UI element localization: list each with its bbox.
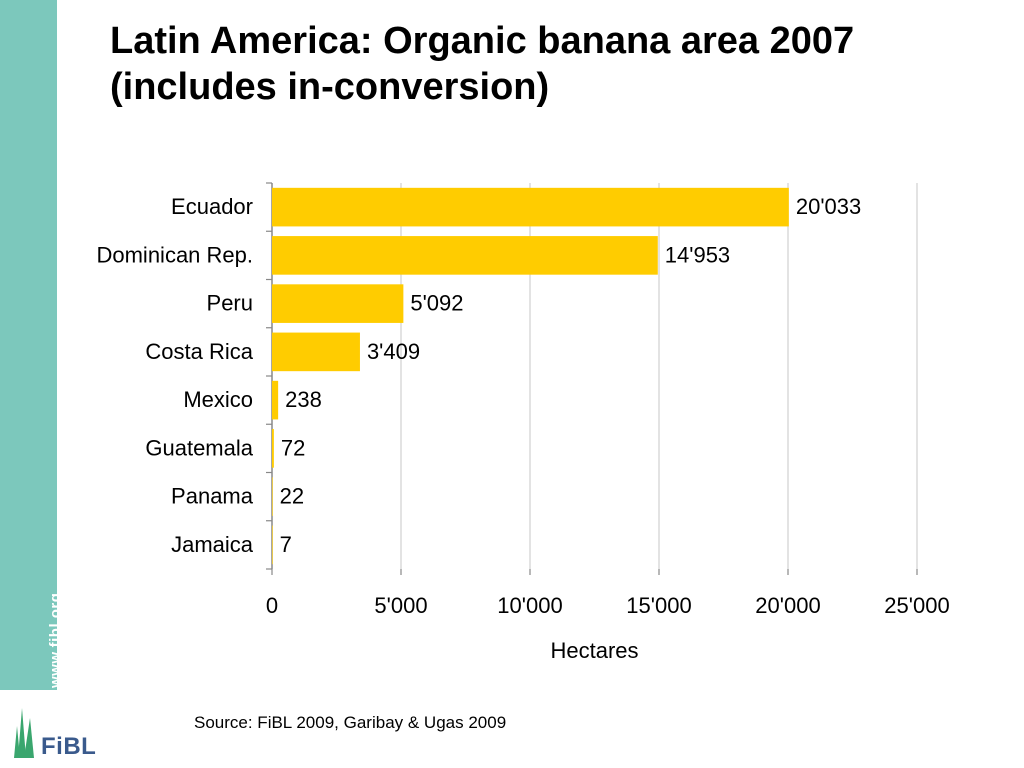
category-label: Jamaica <box>171 532 254 557</box>
category-label: Ecuador <box>171 194 253 219</box>
category-label: Costa Rica <box>145 339 253 364</box>
bar <box>272 525 273 565</box>
x-axis-label: Hectares <box>550 638 638 663</box>
value-label: 7 <box>280 532 292 557</box>
slide-title-line-2: (includes in-conversion) <box>110 66 550 108</box>
value-label: 238 <box>285 387 322 412</box>
value-label: 22 <box>280 484 304 509</box>
category-label: Dominican Rep. <box>96 242 253 267</box>
bar-chart: Ecuador 20'033 Dominican Rep. 14'953 Peru 5'0… <box>96 182 950 663</box>
category-label: Panama <box>171 484 254 509</box>
category-label: Peru <box>207 291 253 316</box>
slide-title: Latin America: Organic banana area 2007 … <box>110 18 1010 110</box>
category-label: Mexico <box>183 387 253 412</box>
value-label: 3'409 <box>367 339 420 364</box>
value-label: 20'033 <box>796 194 861 219</box>
x-tick-label: 15'000 <box>626 593 691 618</box>
value-label: 5'092 <box>410 291 463 316</box>
bar <box>272 477 273 516</box>
value-label: 14'953 <box>665 242 730 267</box>
category-label: Guatemala <box>145 435 253 460</box>
source-note: Source: FiBL 2009, Garibay & Ugas 2009 <box>194 713 507 732</box>
x-tick-label: 5'000 <box>374 593 427 618</box>
bar <box>272 187 789 227</box>
sidebar-band: www.fibl.org <box>0 0 64 690</box>
bar <box>272 429 274 468</box>
bar <box>272 332 360 372</box>
bar <box>272 284 404 323</box>
slide-title-line-1: Latin America: Organic banana area 2007 <box>110 20 855 62</box>
fibl-logo-text: FiBL <box>41 733 97 760</box>
x-tick-label: 25'000 <box>884 593 949 618</box>
fibl-logo-icon <box>14 708 34 758</box>
x-tick-label: 0 <box>266 593 278 618</box>
value-label: 72 <box>281 435 305 460</box>
bar <box>272 380 279 420</box>
bar <box>272 236 658 275</box>
x-tick-label: 10'000 <box>497 593 562 618</box>
x-tick-label: 20'000 <box>755 593 820 618</box>
